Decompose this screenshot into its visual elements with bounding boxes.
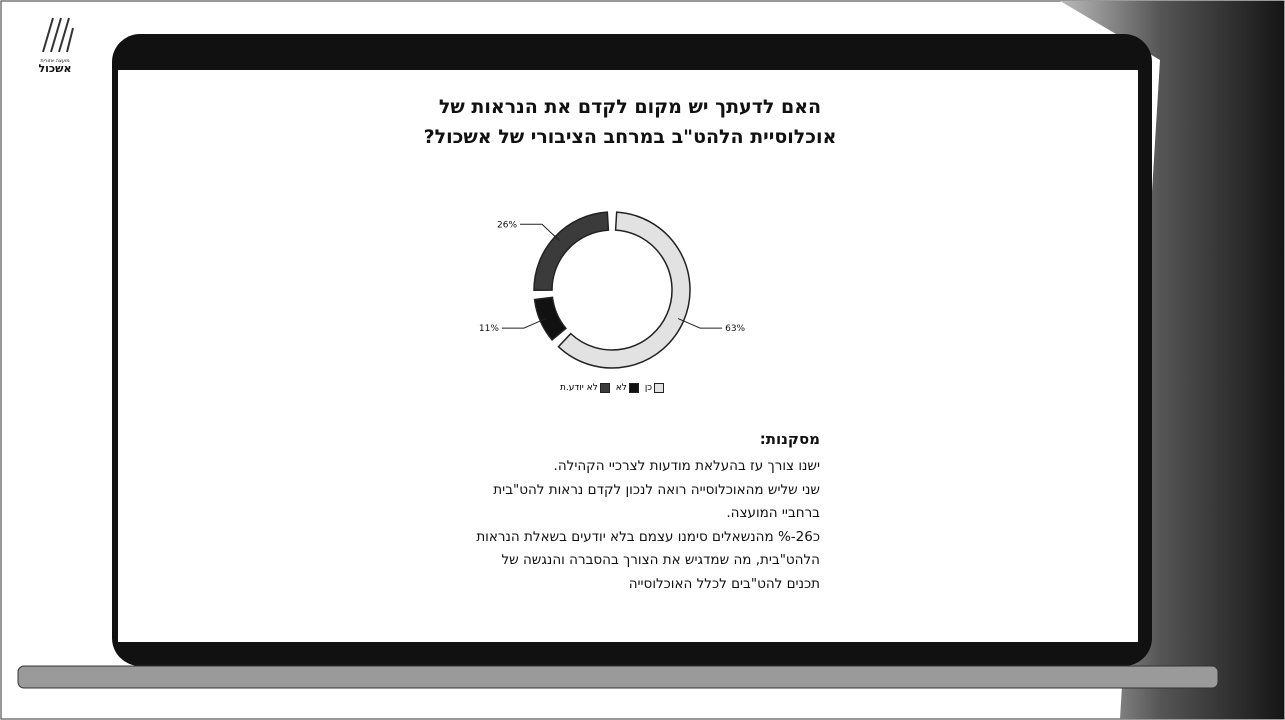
legend-item: לא יודע.ת: [560, 383, 610, 393]
leader-line: [677, 318, 723, 329]
logo-name: אשכול: [38, 62, 72, 75]
legend-swatch: [599, 383, 610, 393]
conclusion-line: שני שליש מהאוכלוסייה רואה לנכון לקדם נרא…: [493, 481, 820, 498]
donut-segment: [533, 211, 610, 291]
legend-label: כן: [644, 383, 653, 393]
conclusions-heading: מסקנות:: [759, 430, 820, 448]
donut: 63% 11% 26%: [479, 211, 746, 369]
data-label: 26%: [497, 220, 517, 230]
conclusion-line: כ26-% מהנשאלים סימנו עצמם בלא יודעים בשא…: [476, 528, 820, 545]
data-label: 63%: [725, 324, 745, 334]
background-shadow: [1060, 1, 1284, 719]
logo-subtitle: מועצה אזורית: [40, 58, 70, 64]
legend-label: לא: [615, 383, 627, 393]
legend-item: כן: [644, 383, 665, 393]
logo: מועצה אזורית אשכול: [20, 14, 90, 74]
logo-icon: [42, 17, 74, 53]
chart-title: האם לדעתך יש מקום לקדם את הנראות של: [438, 96, 822, 118]
laptop-base: [17, 665, 1219, 689]
legend-swatch: [654, 383, 665, 393]
legend-item: לא: [616, 383, 639, 393]
leader-line: [520, 223, 560, 242]
conclusion-line: תכנים להט"בים לכלל האוכלוסייה: [628, 575, 820, 592]
legend: כן לא לא יודע.ת: [512, 383, 712, 393]
leader-line: [501, 318, 547, 329]
legend-label: לא יודע.ת: [559, 383, 598, 393]
data-label: 11%: [479, 324, 499, 334]
legend-swatch: [628, 383, 639, 393]
chart-title: אוכלוסיית הלהט"ב במרחב הציבורי של אשכול?: [423, 126, 837, 148]
conclusion-line: ישנו צורך עז בהעלאת מודעות לצרכיי הקהילה…: [553, 458, 820, 474]
conclusion-line: הלהט"בית, מה שמדגיש את הצורך בהסברה והנג…: [501, 552, 820, 568]
conclusion-line: ברחביי המועצה.: [726, 505, 820, 521]
donut-segment: [533, 296, 567, 341]
donut-segment: [557, 211, 691, 369]
